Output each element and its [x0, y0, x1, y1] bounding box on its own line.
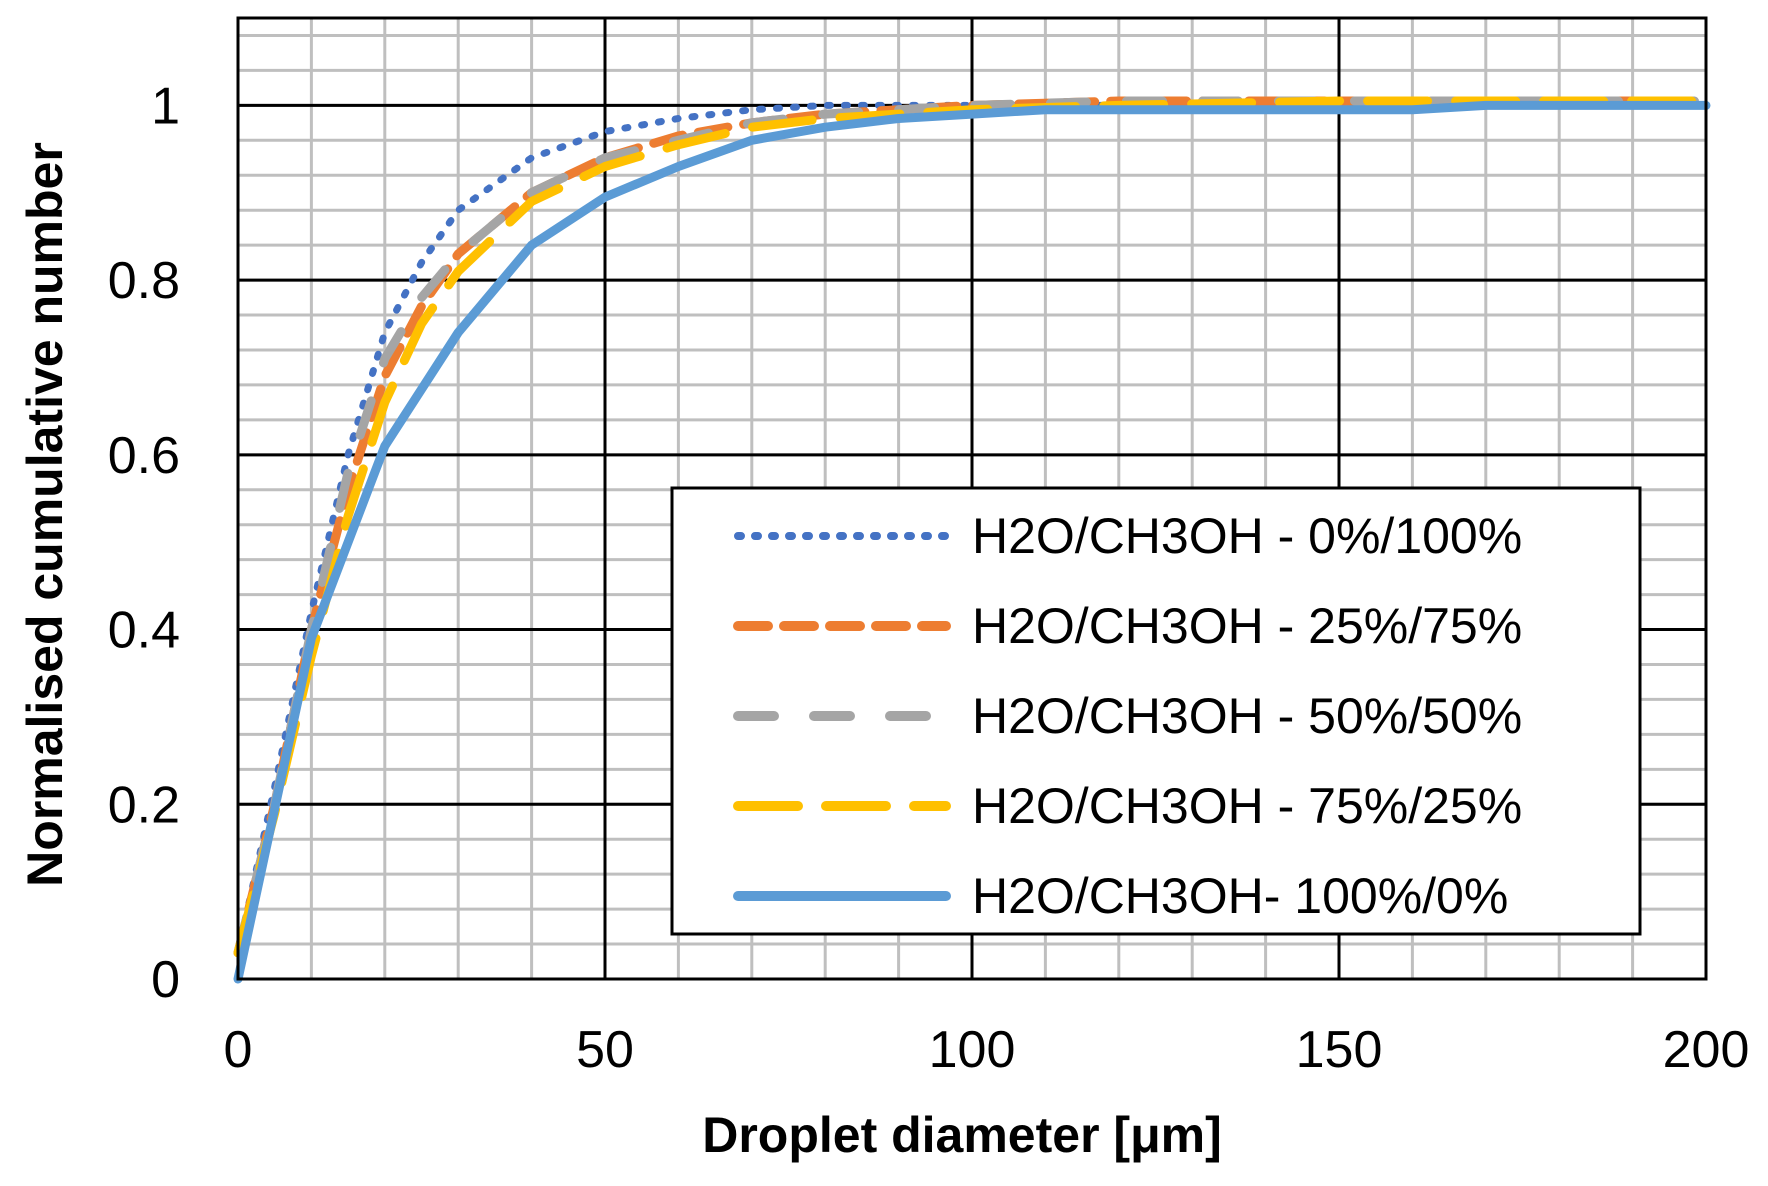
- legend-label-2: H2O/CH3OH - 25%/75%: [972, 598, 1522, 654]
- y-tick-label: 0.2: [108, 776, 180, 834]
- x-axis-tick-labels: 0 50 100 150 200: [224, 1021, 1750, 1079]
- legend: H2O/CH3OH - 0%/100% H2O/CH3OH - 25%/75% H2…: [670, 486, 1642, 936]
- legend-label-1: H2O/CH3OH - 0%/100%: [972, 508, 1522, 564]
- series-line-5: [233, 100, 1711, 984]
- plot-area-frame: [236, 16, 1708, 981]
- legend-label-3: H2O/CH3OH - 50%/50%: [972, 688, 1522, 744]
- legend-label-4: H2O/CH3OH - 75%/25%: [972, 778, 1522, 834]
- y-tick-label: 0.6: [108, 427, 180, 485]
- y-tick-label: 0: [151, 951, 180, 1009]
- y-axis-title: Normalised cumulative number: [17, 142, 73, 887]
- y-tick-label: 0.4: [108, 602, 180, 660]
- legend-label-5: H2O/CH3OH- 100%/0%: [972, 868, 1508, 924]
- y-axis-tick-labels: 0 0.2 0.4 0.6 0.8 1: [108, 77, 180, 1009]
- y-tick-label: 1: [151, 77, 180, 135]
- x-tick-label: 150: [1296, 1021, 1383, 1079]
- x-tick-label: 200: [1663, 1021, 1750, 1079]
- y-tick-label: 0.8: [108, 252, 180, 310]
- x-axis-title: Droplet diameter [μm]: [702, 1107, 1222, 1163]
- x-tick-label: 100: [929, 1021, 1016, 1079]
- x-tick-label: 0: [224, 1021, 253, 1079]
- series-line-4: [233, 96, 1711, 958]
- series-lines: [233, 96, 1711, 984]
- x-tick-label: 50: [576, 1021, 634, 1079]
